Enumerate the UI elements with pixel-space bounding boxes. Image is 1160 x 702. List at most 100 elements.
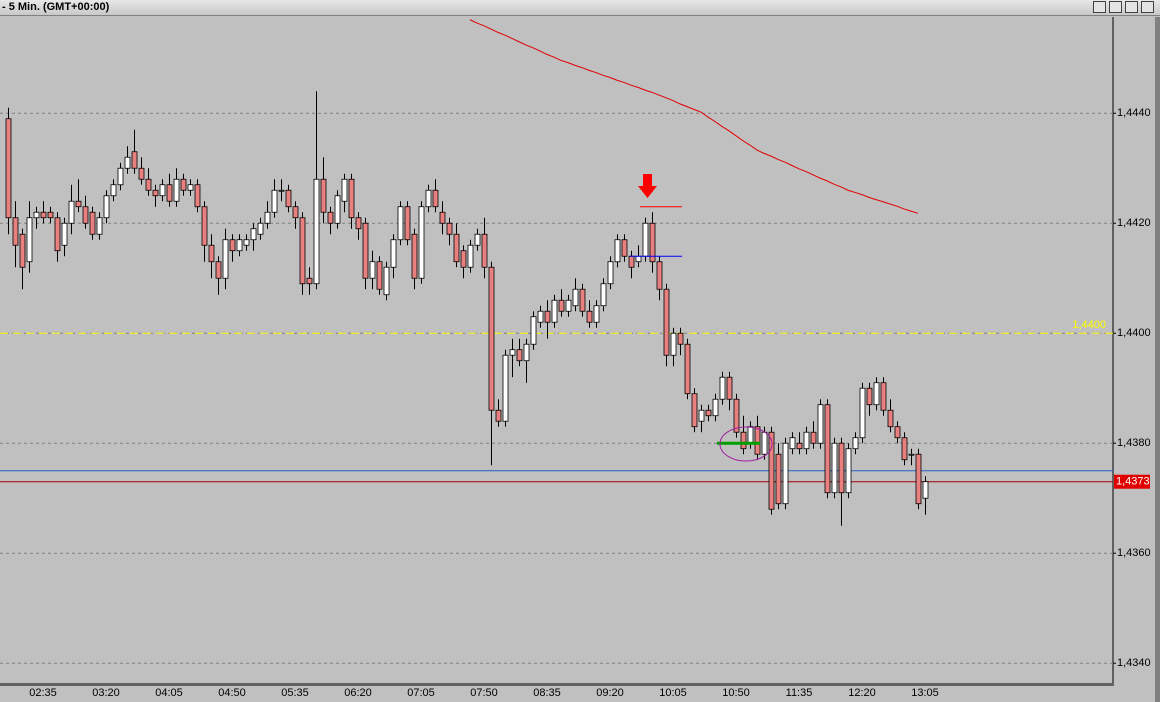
- candle-body: [747, 426, 754, 444]
- candle-body: [586, 310, 593, 323]
- candle-body: [362, 222, 369, 279]
- x-tick-label: 11:35: [786, 687, 813, 699]
- candle-body: [187, 184, 194, 191]
- candle-body: [19, 233, 26, 268]
- candle-body: [551, 299, 558, 323]
- candle-body: [145, 178, 152, 191]
- candle-body: [600, 283, 607, 307]
- title-bar: - 5 Min. (GMT+00:00): [0, 0, 1160, 16]
- candle-body: [523, 343, 530, 362]
- candle-body: [852, 437, 859, 450]
- candle-body: [901, 437, 908, 461]
- x-tick-label: 04:05: [155, 687, 183, 699]
- candle-body: [194, 184, 201, 208]
- close-button[interactable]: [1141, 1, 1154, 13]
- candle-body: [838, 442, 845, 494]
- candle-body: [845, 448, 852, 494]
- candle-body: [460, 250, 467, 268]
- candle-body: [817, 404, 824, 444]
- x-tick-label: 09:20: [596, 687, 624, 699]
- price-label: 1,4373: [1116, 476, 1150, 488]
- candle-body: [740, 431, 747, 450]
- candle-body: [593, 305, 600, 323]
- candle-body: [670, 332, 677, 356]
- candle-body: [782, 442, 789, 505]
- x-tick-label: 04:50: [218, 687, 246, 699]
- candle-body: [495, 409, 502, 422]
- candle-body: [887, 409, 894, 428]
- candle-body: [474, 233, 481, 246]
- candle-body: [278, 189, 285, 192]
- candle-body: [558, 299, 565, 312]
- candle-body: [733, 398, 740, 433]
- x-tick-label: 12:20: [848, 687, 876, 699]
- candle-body: [348, 178, 355, 219]
- candle-body: [397, 206, 404, 241]
- candle-body: [82, 206, 89, 224]
- candle-body: [173, 178, 180, 202]
- candle-body: [453, 233, 460, 263]
- x-axis-border: [0, 683, 1113, 686]
- candle-body: [649, 222, 656, 263]
- candle-body: [117, 167, 124, 186]
- candle-body: [516, 349, 523, 362]
- candle-body: [110, 184, 117, 197]
- candle-body: [166, 184, 173, 202]
- candle-body: [691, 393, 698, 428]
- candle-body: [152, 189, 159, 197]
- candle-body: [502, 354, 509, 422]
- candle-body: [236, 239, 243, 252]
- candle-body: [243, 239, 250, 246]
- candle-body: [810, 431, 817, 444]
- candle-body: [635, 255, 642, 263]
- candle-body: [873, 382, 880, 406]
- candle-body: [355, 217, 362, 230]
- candle-body: [68, 200, 75, 224]
- price-label-box: [1114, 474, 1150, 489]
- candle-body: [404, 206, 411, 241]
- maximize-button[interactable]: [1125, 1, 1138, 13]
- candle-body: [103, 195, 110, 219]
- candle-body: [369, 261, 376, 279]
- candle-body: [250, 228, 257, 241]
- candle-body: [509, 349, 516, 356]
- candle-body: [628, 255, 635, 268]
- candle-body: [439, 211, 446, 224]
- x-tick-label: 03:20: [92, 687, 120, 699]
- candle-body: [537, 310, 544, 323]
- candle-body: [922, 481, 929, 499]
- highlight-ellipse: [719, 426, 773, 462]
- candle-body: [341, 178, 348, 202]
- x-tick-label: 07:05: [407, 687, 435, 699]
- candle-body: [572, 288, 579, 307]
- menu-button[interactable]: [1093, 1, 1106, 13]
- candle-body: [859, 387, 866, 439]
- candle-body: [775, 453, 782, 505]
- candle-body: [768, 431, 775, 510]
- candle-body: [390, 239, 397, 268]
- candle-body: [215, 261, 222, 279]
- candle-body: [292, 206, 299, 219]
- x-tick-label: 05:35: [281, 687, 309, 699]
- candle-body: [264, 211, 271, 224]
- candle-body: [684, 343, 691, 395]
- minimize-button[interactable]: [1109, 1, 1122, 13]
- candle-body: [159, 184, 166, 197]
- candle-body: [565, 299, 572, 312]
- candle-body: [607, 261, 614, 285]
- candle-body: [12, 217, 19, 246]
- candle-body: [544, 310, 551, 323]
- candle-body: [915, 453, 922, 505]
- candle-body: [222, 239, 229, 279]
- candle-body: [824, 404, 831, 494]
- candle-body: [124, 156, 131, 169]
- candle-body: [726, 376, 733, 400]
- candle-body: [89, 211, 96, 235]
- candle-body: [47, 211, 54, 219]
- candle-body: [96, 217, 103, 235]
- candle-body: [418, 206, 425, 279]
- x-tick-label: 07:50: [470, 687, 498, 699]
- x-tick-label: 13:05: [911, 687, 939, 699]
